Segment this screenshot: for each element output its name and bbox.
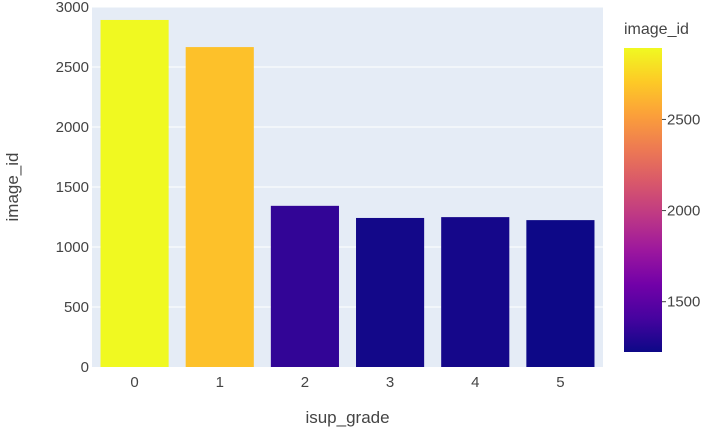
bar-1 — [185, 47, 254, 368]
y-tick-label: 500 — [64, 299, 89, 316]
x-tick-label: 4 — [471, 374, 479, 391]
colorbar-tick-label: 2000 — [667, 203, 700, 220]
x-tick-labels: 0 1 2 3 4 5 — [130, 374, 564, 391]
x-tick-label: 1 — [216, 374, 224, 391]
y-tick-label: 1000 — [56, 239, 89, 256]
colorbar: image_id 1500 2000 2500 — [624, 21, 700, 352]
bar-0 — [100, 19, 169, 368]
colorbar-title: image_id — [624, 21, 689, 38]
colorbar-gradient — [624, 48, 662, 352]
y-tick-label: 0 — [81, 359, 89, 376]
y-tick-labels: 0 500 1000 1500 2000 2500 3000 — [56, 0, 89, 376]
y-tick-label: 3000 — [56, 0, 89, 16]
x-tick-label: 5 — [556, 374, 564, 391]
x-tick-label: 2 — [301, 374, 309, 391]
colorbar-tick-labels: 1500 2000 2500 — [662, 111, 700, 311]
x-axis-title: isup_grade — [305, 408, 389, 427]
bar-4 — [441, 217, 510, 367]
bar-5 — [526, 220, 595, 367]
colorbar-tick-label: 2500 — [667, 111, 700, 128]
x-tick-label: 3 — [386, 374, 394, 391]
y-tick-label: 1500 — [56, 179, 89, 196]
bar-2 — [270, 205, 339, 367]
bar-3 — [356, 217, 425, 367]
bars — [100, 19, 595, 368]
gridlines — [92, 6, 603, 308]
y-axis-title: image_id — [3, 153, 22, 222]
y-tick-label: 2500 — [56, 59, 89, 76]
colorbar-tick-label: 1500 — [667, 294, 700, 311]
y-tick-label: 2000 — [56, 119, 89, 136]
x-tick-label: 0 — [130, 374, 138, 391]
